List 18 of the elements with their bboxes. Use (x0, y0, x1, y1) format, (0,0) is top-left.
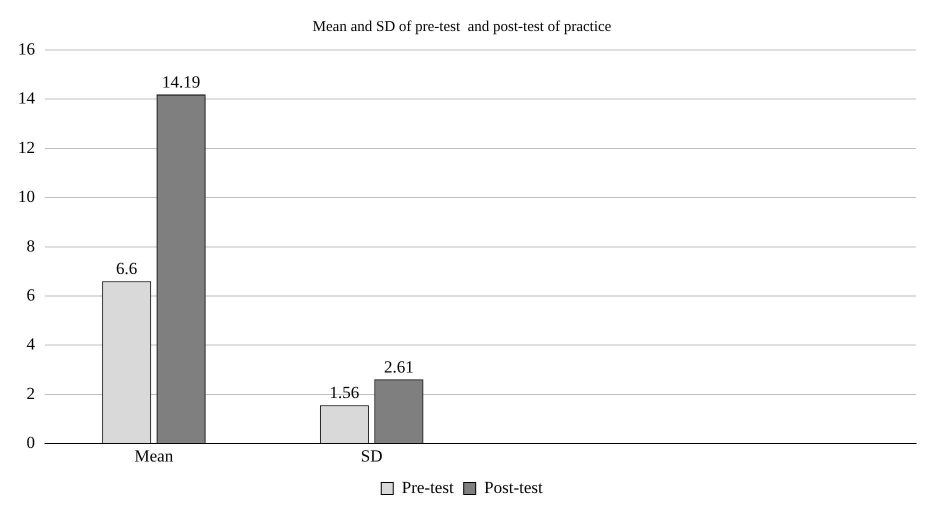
data-label: 6.6 (116, 259, 138, 278)
x-tick-label: Mean (134, 446, 174, 466)
y-tick-label: 6 (26, 285, 35, 304)
y-tick-label: 16 (18, 39, 35, 58)
y-tick-label: 8 (26, 236, 35, 256)
y-tick-label: 0 (26, 433, 35, 452)
y-tick-label: 10 (18, 187, 35, 206)
chart-title: Mean and SD of pre-test and post-test of practice (312, 18, 612, 35)
y-tick-label: 2 (26, 384, 35, 403)
data-label: 1.56 (330, 383, 360, 402)
x-tick-label: SD (360, 446, 382, 466)
data-label: 14.19 (162, 72, 200, 92)
y-tick-label: 12 (18, 138, 35, 157)
legend-label: Pre-test (402, 478, 454, 497)
legend-label: Post-test (484, 478, 544, 497)
y-tick-label: 4 (26, 334, 36, 354)
data-label: 2.61 (384, 357, 414, 376)
y-tick-label: 14 (18, 88, 36, 108)
